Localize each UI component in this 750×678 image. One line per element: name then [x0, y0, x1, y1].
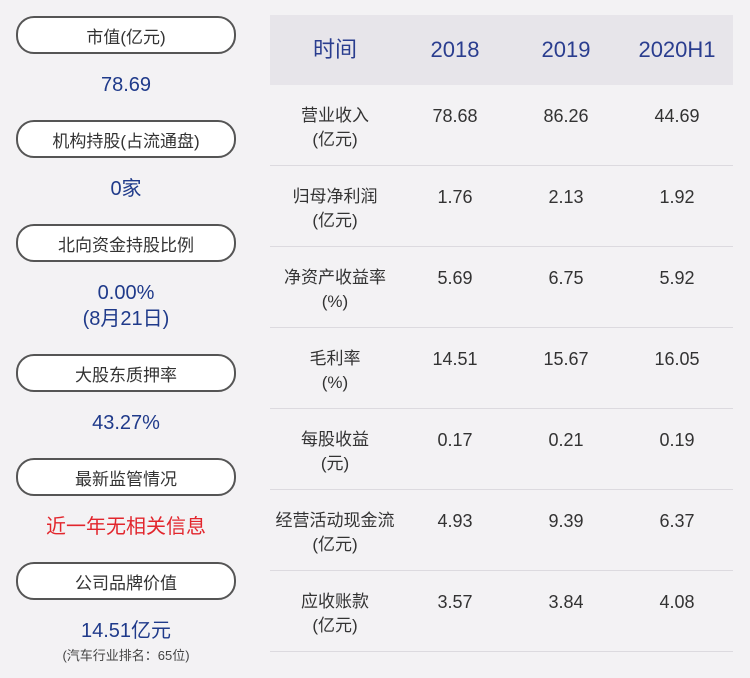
row-label: (亿元)	[312, 211, 358, 230]
row-divider	[270, 408, 733, 409]
data-cell: 6.37	[659, 511, 695, 531]
data-cell: 1.76	[437, 187, 473, 207]
data-cell: 3.57	[437, 592, 473, 612]
label-pill: 大股东质押率	[16, 354, 236, 392]
label-pill: 机构持股(占流通盘)	[16, 120, 236, 158]
row-label: (亿元)	[312, 130, 358, 149]
label-pill: 北向资金持股比例	[16, 224, 236, 262]
data-cell: 5.69	[437, 268, 473, 288]
note-text: (汽车行业排名：65位)	[62, 648, 190, 663]
row-label: (%)	[321, 373, 349, 392]
data-cell: 5.92	[659, 268, 695, 288]
data-cell: 3.84	[548, 592, 584, 612]
data-cell: 14.51	[432, 349, 478, 369]
header-cell: 2020H1	[638, 37, 716, 62]
row-label: 营业收入	[301, 106, 369, 125]
row-label: 毛利率	[309, 349, 361, 368]
value-text: 78.69	[100, 74, 152, 96]
data-cell: 4.93	[437, 511, 473, 531]
row-label: 净资产收益率	[284, 268, 386, 287]
data-cell: 1.92	[659, 187, 695, 207]
label-pill: 公司品牌价值	[16, 562, 236, 600]
value-text: 0家	[110, 178, 142, 200]
data-cell: 0.19	[659, 430, 695, 450]
header-cell: 时间	[312, 37, 357, 62]
row-label: 每股收益	[301, 430, 369, 449]
data-cell: 4.08	[659, 592, 695, 612]
data-cell: 15.67	[543, 349, 589, 369]
row-divider	[270, 246, 733, 247]
value-text: 14.51亿元	[80, 620, 172, 642]
row-divider	[270, 570, 733, 571]
table-header	[270, 15, 733, 85]
header-cell: 2019	[541, 37, 591, 62]
value-text: (8月21日)	[82, 308, 170, 330]
row-label: (亿元)	[312, 535, 358, 554]
data-cell: 6.75	[548, 268, 584, 288]
data-cell: 86.26	[543, 106, 589, 126]
data-cell: 16.05	[654, 349, 700, 369]
data-cell: 44.69	[654, 106, 700, 126]
row-label: 经营活动现金流	[275, 511, 395, 530]
data-cell: 0.21	[548, 430, 584, 450]
value-text: 0.00%	[97, 282, 155, 304]
row-label: 归母净利润	[292, 187, 378, 206]
row-divider	[270, 165, 733, 166]
data-cell: 0.17	[437, 430, 473, 450]
data-cell: 2.13	[548, 187, 584, 207]
row-divider	[270, 327, 733, 328]
row-divider	[270, 489, 733, 490]
row-label: (%)	[321, 292, 349, 311]
header-cell: 2018	[430, 37, 480, 62]
row-label: (元)	[320, 454, 350, 473]
row-label: (亿元)	[312, 616, 358, 635]
row-label: 应收账款	[301, 592, 369, 611]
label-pill: 最新监管情况	[16, 458, 236, 496]
row-divider	[270, 651, 733, 652]
data-cell: 78.68	[432, 106, 478, 126]
value-text: 近一年无相关信息	[46, 516, 206, 538]
value-text: 43.27%	[92, 412, 160, 434]
data-cell: 9.39	[548, 511, 584, 531]
label-pill: 市值(亿元)	[16, 16, 236, 54]
